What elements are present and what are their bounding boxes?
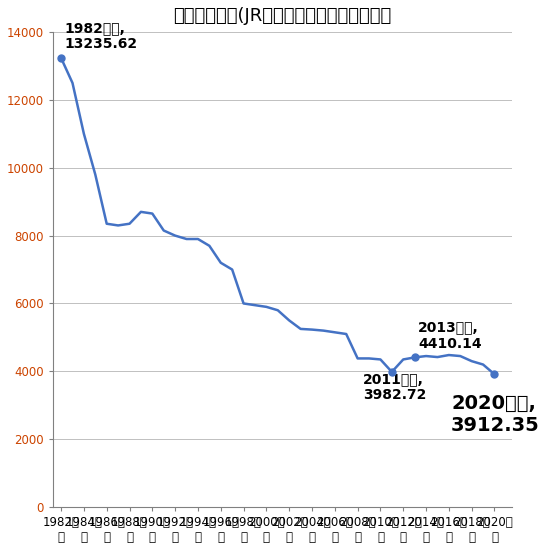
Text: 1982年度,
13235.62: 1982年度, 13235.62 (64, 21, 138, 51)
Text: 2013年度,
4410.14: 2013年度, 4410.14 (418, 321, 482, 350)
Title: 鉄道貨物数量(JR・私鉄合わせて、万トン）: 鉄道貨物数量(JR・私鉄合わせて、万トン） (173, 7, 391, 25)
Text: 2020年度,
3912.35: 2020年度, 3912.35 (451, 395, 540, 435)
Text: 2011年度,
3982.72: 2011年度, 3982.72 (363, 372, 426, 402)
